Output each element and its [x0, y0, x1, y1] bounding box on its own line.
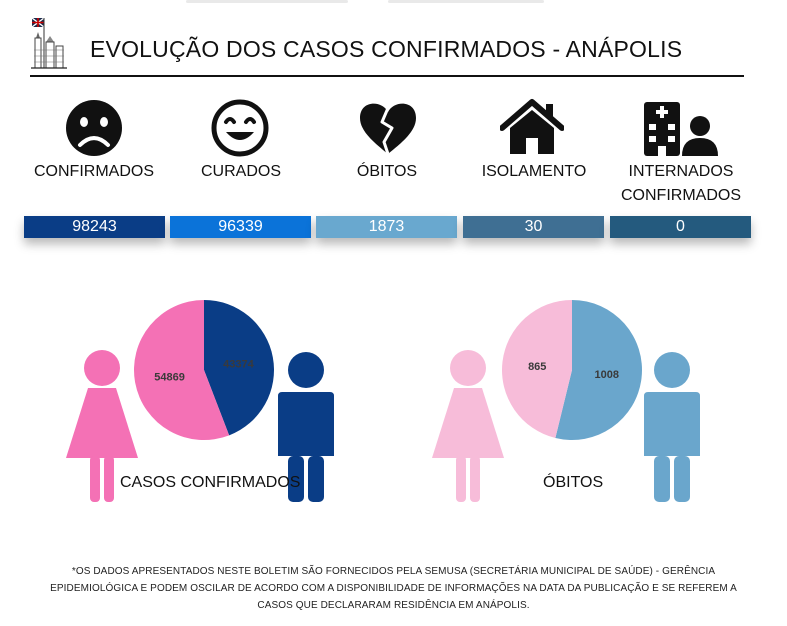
- confirmed-chart-title: CASOS CONFIRMADOS: [120, 474, 301, 491]
- stat-label-internados: INTERNADOS CONFIRMADOS: [621, 163, 741, 204]
- hospital-icon: [644, 102, 718, 156]
- stat-label-isolamento: ISOLAMENTO: [481, 163, 587, 180]
- stat-value-curados: 96339: [170, 216, 311, 238]
- stat-label-obitos: ÓBITOS: [356, 163, 418, 180]
- stat-value-obitos: 1873: [316, 216, 457, 238]
- confirmed-cases-chart: 43374 54869: [66, 300, 334, 502]
- footnote: *OS DADOS APRESENTADOS NESTE BOLETIM SÃO…: [50, 566, 737, 611]
- deaths-chart-title: ÓBITOS: [543, 474, 604, 491]
- male-figure-icon: [644, 352, 700, 502]
- pie-label-feminino: 54869: [154, 371, 185, 383]
- stat-value-isolamento: 30: [463, 216, 604, 238]
- house-icon: [500, 99, 564, 154]
- top-bar-left: [186, 0, 348, 3]
- pie-slice-feminino: [134, 300, 230, 440]
- female-figure-icon: [66, 350, 138, 502]
- pie-slice-feminino: [502, 300, 572, 438]
- stat-value-internados: 0: [610, 216, 751, 238]
- happy-face-icon: [211, 99, 269, 157]
- stat-value-confirmados: 98243: [24, 216, 165, 238]
- top-bar-right: [388, 0, 544, 3]
- pie-label-feminino: 865: [528, 361, 546, 373]
- deaths-chart: 1008 865: [432, 300, 700, 502]
- city-logo-icon: [31, 17, 67, 69]
- broken-heart-icon: [360, 103, 416, 155]
- pie-slice-masculino: [555, 300, 643, 440]
- stat-label-confirmados: CONFIRMADOS: [34, 163, 154, 180]
- pie-slice-masculino: [204, 300, 274, 436]
- female-figure-icon: [432, 350, 504, 502]
- pie-label-masculino: 43374: [223, 359, 254, 371]
- male-figure-icon: [278, 352, 334, 502]
- page-title: EVOLUÇÃO DOS CASOS CONFIRMADOS - ANÁPOLI…: [90, 36, 683, 62]
- sad-face-icon: [66, 100, 122, 156]
- stat-label-curados: CURADOS: [200, 163, 281, 180]
- pie-label-masculino: 1008: [595, 369, 619, 381]
- title-divider: [30, 75, 744, 77]
